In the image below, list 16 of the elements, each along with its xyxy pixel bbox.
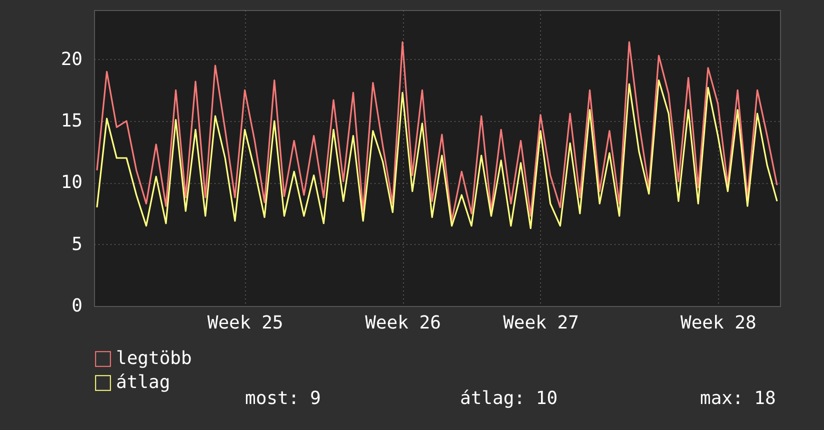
x-tick-label: Week 25 (207, 312, 284, 334)
x-tick-label: Week 27 (503, 312, 579, 334)
text: most: 9 (245, 388, 321, 409)
y-tick-label: 20 (60, 48, 82, 70)
text: átlag: 10 (460, 388, 558, 409)
y-tick-label: 5 (72, 234, 82, 255)
legend-label: legtöbb (116, 348, 192, 369)
legend-label: átlag (116, 372, 170, 393)
x-tick-label: Week 28 (680, 312, 756, 334)
line-series (96, 80, 778, 230)
y-tick-label: 10 (60, 172, 82, 194)
y-tick-label: 0 (72, 296, 82, 316)
y-tick-label: 15 (60, 110, 82, 132)
text: max: 18 (700, 388, 776, 409)
line-series (96, 41, 778, 222)
x-tick-label: Week 26 (365, 312, 441, 334)
